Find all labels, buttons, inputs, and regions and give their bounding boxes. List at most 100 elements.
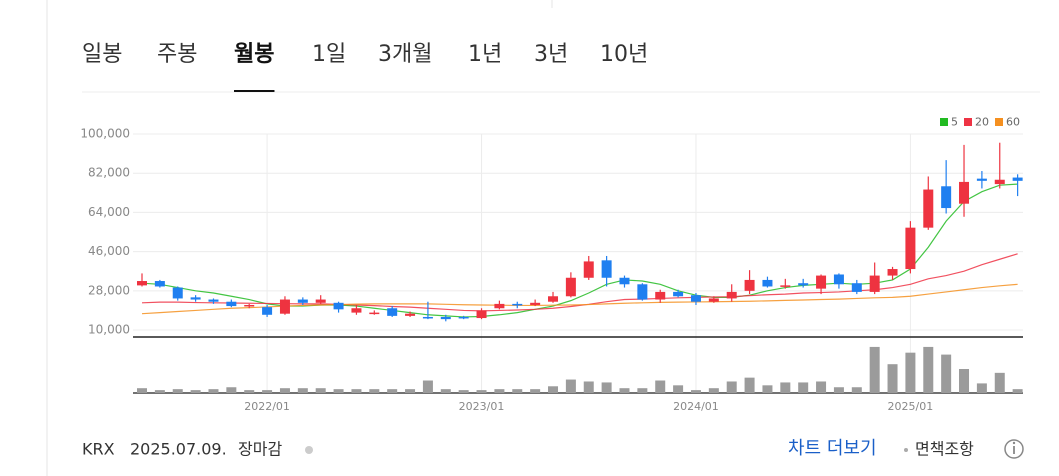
tabs: 일봉 주봉 월봉 1일 3개월 1년 3년 10년 xyxy=(82,42,648,92)
candle-body xyxy=(565,277,576,297)
volume-bar xyxy=(315,388,326,393)
candle-body xyxy=(601,260,612,278)
volume-bar xyxy=(297,388,308,393)
candle-body xyxy=(851,283,862,292)
volume-bar xyxy=(726,381,737,393)
candle-body xyxy=(780,285,791,287)
volume-bar xyxy=(762,385,773,393)
volume-bar xyxy=(512,389,523,393)
volume-bar xyxy=(565,379,576,393)
volume-bar xyxy=(262,390,273,393)
x-tick-label: 2025/01 xyxy=(888,400,934,413)
legend-label: 5 xyxy=(951,116,958,129)
volume-bar xyxy=(137,388,147,393)
candle-body xyxy=(333,302,344,310)
volume-bar xyxy=(601,382,612,393)
candle-body xyxy=(1012,177,1023,181)
candle-body xyxy=(708,298,719,302)
candle-body xyxy=(637,284,648,300)
x-tick-label: 2024/01 xyxy=(673,400,719,413)
volume-bar xyxy=(1012,389,1023,393)
volume-bar xyxy=(583,381,594,393)
tab[interactable]: 월봉 xyxy=(234,42,274,67)
candle-body xyxy=(655,291,666,300)
volume-bar xyxy=(994,372,1005,393)
candle-body xyxy=(226,301,237,307)
candle-body xyxy=(512,303,523,306)
volume-bar xyxy=(530,389,541,393)
volume-bar xyxy=(351,389,362,393)
candle-body xyxy=(137,281,147,286)
volume-bar xyxy=(869,346,880,393)
volume-bar xyxy=(154,390,165,393)
volume-bar xyxy=(333,389,344,393)
candle-body xyxy=(833,274,844,285)
volume-bar xyxy=(655,380,666,393)
y-tick-label: 100,000 xyxy=(80,127,130,141)
candle-body xyxy=(583,261,594,278)
tab[interactable]: 3년 xyxy=(534,42,568,67)
moving-average-line xyxy=(141,253,1018,312)
volume-bar xyxy=(369,389,380,393)
candle-body xyxy=(494,303,505,309)
info-icon[interactable] xyxy=(1004,439,1024,459)
volume-bar xyxy=(476,390,487,393)
candle-body xyxy=(190,297,201,300)
volume-bar xyxy=(226,387,237,393)
candle-body xyxy=(530,302,541,305)
y-tick-label: 28,000 xyxy=(88,283,130,297)
volume-bar xyxy=(422,380,433,393)
candle-body xyxy=(726,291,737,299)
chart-more-link[interactable]: 차트 더보기 xyxy=(788,438,877,459)
candle-body xyxy=(315,299,326,303)
volume-bar xyxy=(905,352,916,393)
status-dot xyxy=(305,446,313,454)
legend-label: 20 xyxy=(975,116,989,129)
candle-body xyxy=(351,308,362,313)
candle-body xyxy=(923,189,934,228)
candle-body xyxy=(959,181,970,204)
volume-bar xyxy=(923,346,934,393)
chart: 10,00028,00046,00064,00082,000100,000202… xyxy=(80,116,1023,413)
candle-body xyxy=(816,275,827,289)
tab[interactable]: 1일 xyxy=(312,42,346,67)
y-tick-label: 46,000 xyxy=(88,244,130,258)
exchange: KRX xyxy=(82,440,115,459)
candle-body xyxy=(762,279,773,287)
tab[interactable]: 일봉 xyxy=(82,42,122,67)
candle-body xyxy=(369,312,380,315)
volume-bar xyxy=(190,390,201,393)
volume-bar xyxy=(440,389,451,393)
volume-bar xyxy=(851,387,862,393)
volume-bar xyxy=(887,364,898,393)
volume-bar xyxy=(833,387,844,393)
candle-body xyxy=(887,269,898,276)
legend-label: 60 xyxy=(1006,116,1020,129)
candle-body xyxy=(941,186,952,209)
volume-bar xyxy=(690,390,701,393)
candle-body xyxy=(476,310,487,319)
tab[interactable]: 10년 xyxy=(600,42,648,67)
volume-bar xyxy=(637,388,648,393)
status: 장마감 xyxy=(238,440,282,459)
tab[interactable]: 1년 xyxy=(468,42,502,67)
candle-body xyxy=(905,227,916,270)
candle-body xyxy=(422,316,433,319)
volume-bar xyxy=(494,389,505,393)
volume-bar xyxy=(387,389,398,393)
candle-body xyxy=(172,287,183,299)
tab[interactable]: 3개월 xyxy=(378,42,432,67)
disclaimer-link[interactable]: 면책조항 xyxy=(915,440,974,459)
candle-body xyxy=(798,283,809,286)
candle-body xyxy=(244,304,255,307)
volume-bar xyxy=(405,389,416,393)
volume-bar xyxy=(708,388,719,393)
candle-body xyxy=(405,313,416,316)
candle-body xyxy=(458,316,469,319)
tab[interactable]: 주봉 xyxy=(157,42,197,67)
volume-bar xyxy=(244,390,255,393)
x-tick-label: 2022/01 xyxy=(244,400,290,413)
candle-body xyxy=(690,295,701,302)
candle-body xyxy=(619,277,630,285)
volume-bar xyxy=(941,354,952,393)
